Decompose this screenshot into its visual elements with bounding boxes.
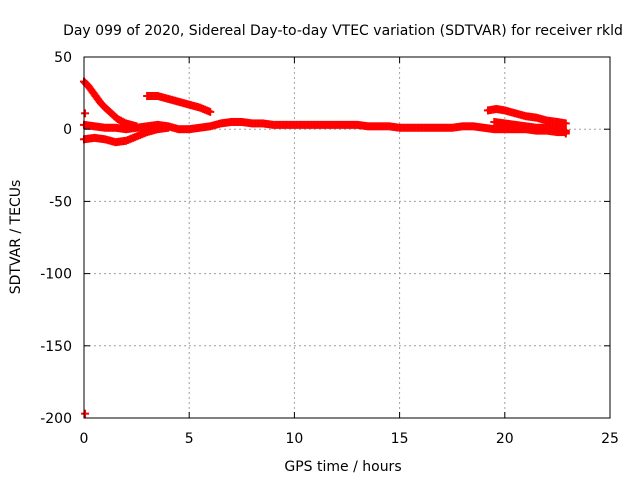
y-tick-label: -150 [40,339,72,355]
data-point-isolated [81,409,90,418]
y-axis-label: SDTVAR / TECUs [8,180,24,295]
data-point-early-low [164,123,173,132]
x-tick-label: 10 [285,431,303,447]
data-point-isolated [561,129,570,138]
data-point-evening-ridge [561,119,570,128]
x-tick-label: 5 [185,431,194,447]
x-tick-label: 25 [601,431,619,447]
grid-lines [84,57,610,418]
x-tick-label: 15 [391,431,409,447]
data-points [80,77,570,418]
chart-title: Day 099 of 2020, Sidereal Day-to-day VTE… [63,23,623,39]
y-tick-label: 50 [54,50,72,66]
data-point-early-spike [132,122,141,131]
y-tick-label: -200 [40,411,72,427]
y-tick-label: -50 [49,194,72,210]
x-tick-label: 0 [80,431,89,447]
data-point-isolated [81,109,90,118]
plot-frame [83,56,611,419]
y-tick-label: 0 [63,122,72,138]
y-tick-label: -100 [40,267,72,283]
axis-ticks: 0 5 10 15 20 25 -200 -150 -100 -50 0 50 [40,50,619,447]
x-tick-label: 20 [496,431,514,447]
data-point-morning-ridge [206,107,215,116]
x-axis-label: GPS time / hours [284,459,401,475]
